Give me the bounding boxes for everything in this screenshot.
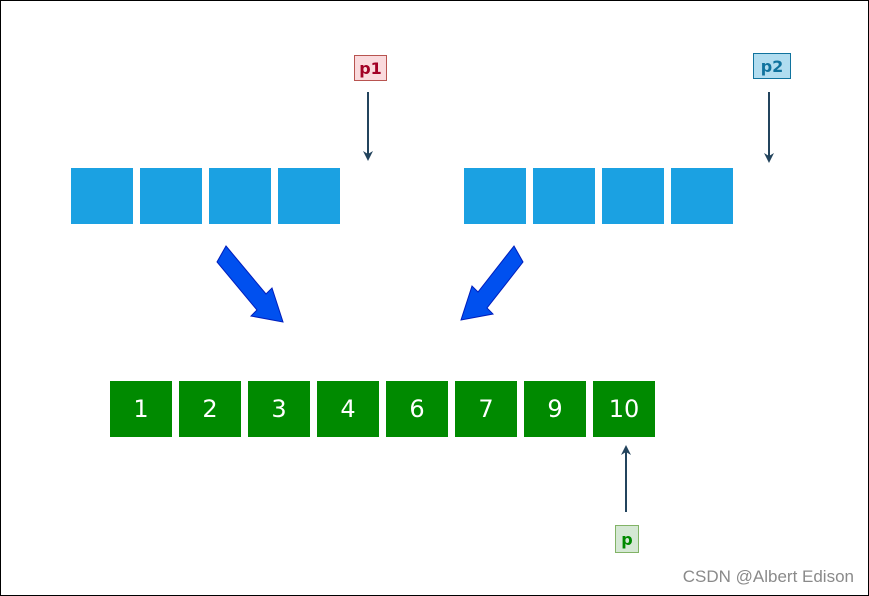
left-array-cell — [278, 168, 340, 224]
merged-cell: 3 — [248, 381, 310, 437]
left-array-cell — [140, 168, 202, 224]
merged-cell: 9 — [524, 381, 586, 437]
merged-cell: 2 — [179, 381, 241, 437]
right-array-cell — [602, 168, 664, 224]
right-array-cell — [464, 168, 526, 224]
right-array-cell — [533, 168, 595, 224]
left-array-cell — [71, 168, 133, 224]
merged-cell: 4 — [317, 381, 379, 437]
right-array-cell — [671, 168, 733, 224]
merged-cell: 1 — [110, 381, 172, 437]
pointer-label-p: p — [615, 525, 639, 553]
pointer-label-p1: p1 — [354, 55, 387, 81]
watermark: CSDN @Albert Edison — [682, 567, 854, 586]
left-array-cell — [209, 168, 271, 224]
merged-cell: 10 — [593, 381, 655, 437]
merged-cell: 7 — [455, 381, 517, 437]
merged-cell: 6 — [386, 381, 448, 437]
pointer-label-p2: p2 — [753, 53, 791, 79]
